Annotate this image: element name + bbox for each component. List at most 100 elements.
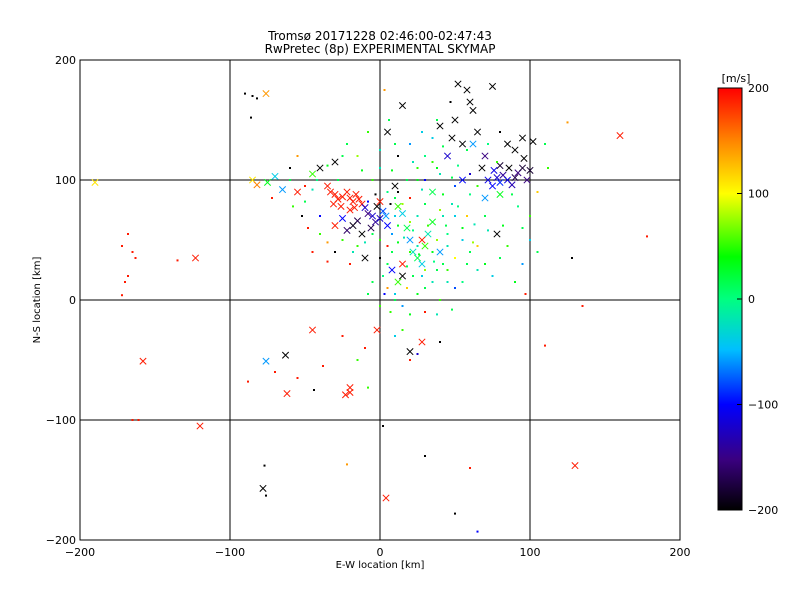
data-point-dot bbox=[401, 329, 404, 331]
data-point-dot bbox=[469, 173, 471, 175]
data-point-x bbox=[571, 462, 579, 470]
data-point-dot bbox=[409, 251, 411, 253]
data-point-x bbox=[196, 422, 204, 430]
data-point-x bbox=[398, 260, 407, 268]
data-point-x bbox=[278, 186, 287, 194]
data-point-dot bbox=[424, 311, 426, 313]
data-point-x bbox=[436, 122, 444, 130]
data-point-dot bbox=[389, 203, 392, 205]
data-point-x bbox=[428, 188, 437, 196]
data-point-x bbox=[454, 80, 462, 88]
data-point-dot bbox=[386, 263, 389, 265]
data-point-dot bbox=[397, 224, 399, 227]
data-point-dot bbox=[356, 155, 359, 157]
data-point-dot bbox=[536, 251, 539, 253]
data-point-x bbox=[484, 176, 492, 184]
data-point-dot bbox=[349, 263, 351, 265]
data-point-dot bbox=[461, 239, 464, 241]
data-point-x bbox=[368, 212, 377, 220]
data-point-dot bbox=[367, 200, 369, 203]
data-point-dot bbox=[476, 245, 479, 247]
data-point-x bbox=[511, 174, 519, 182]
data-point-x bbox=[191, 254, 200, 262]
data-point-dot bbox=[442, 215, 444, 217]
data-point-dot bbox=[439, 173, 441, 175]
data-point-dot bbox=[454, 257, 456, 259]
data-point-x bbox=[469, 106, 477, 114]
data-point-dot bbox=[424, 155, 426, 157]
data-point-x bbox=[488, 82, 497, 90]
data-point-x bbox=[346, 206, 354, 214]
data-point-dot bbox=[581, 305, 584, 307]
data-point-dot bbox=[406, 179, 408, 181]
data-point-dot bbox=[424, 455, 426, 457]
data-point-dot bbox=[265, 494, 267, 497]
data-point-dot bbox=[274, 371, 276, 373]
data-point-dot bbox=[484, 263, 486, 265]
data-point-x bbox=[448, 134, 456, 142]
data-point-dot bbox=[371, 281, 374, 283]
data-point-x bbox=[418, 236, 426, 244]
data-point-x bbox=[326, 188, 335, 196]
data-point-x bbox=[331, 158, 339, 166]
data-point-dot bbox=[454, 215, 456, 217]
data-point-x bbox=[421, 242, 429, 250]
data-point-dot bbox=[391, 169, 393, 172]
data-point-dot bbox=[356, 245, 359, 247]
data-point-dot bbox=[250, 116, 252, 119]
data-point-dot bbox=[394, 143, 396, 145]
data-point-x bbox=[398, 210, 407, 218]
data-point-dot bbox=[388, 119, 390, 121]
data-point-dot bbox=[436, 239, 438, 241]
data-point-dot bbox=[256, 97, 258, 100]
data-point-dot bbox=[307, 227, 309, 229]
data-point-x bbox=[338, 214, 347, 222]
data-point-dot bbox=[454, 185, 456, 187]
data-point-x bbox=[308, 326, 317, 334]
data-point-dot bbox=[131, 419, 134, 421]
data-point-x bbox=[376, 214, 384, 222]
data-point-dot bbox=[391, 251, 393, 253]
data-point-dot bbox=[386, 287, 389, 289]
data-point-dot bbox=[451, 308, 453, 311]
data-point-dot bbox=[263, 464, 266, 467]
data-point-dot bbox=[364, 347, 366, 349]
data-point-x bbox=[253, 181, 261, 189]
data-point-x bbox=[346, 384, 354, 392]
data-point-dot bbox=[511, 193, 513, 196]
grid-lines bbox=[80, 60, 680, 540]
data-point-x bbox=[406, 236, 414, 244]
data-point-dot bbox=[379, 239, 381, 241]
x-tick-label: 0 bbox=[377, 546, 384, 559]
data-point-dot bbox=[449, 101, 452, 103]
data-point-dot bbox=[394, 293, 396, 295]
data-point-dot bbox=[406, 265, 408, 268]
data-point-x bbox=[394, 202, 402, 210]
data-point-dot bbox=[502, 224, 504, 227]
data-point-x bbox=[505, 164, 513, 172]
data-point-dot bbox=[469, 193, 471, 196]
data-point-dot bbox=[247, 380, 249, 383]
data-point-x bbox=[418, 260, 426, 268]
data-point-x bbox=[496, 162, 504, 170]
data-point-x bbox=[518, 164, 527, 172]
data-point-x bbox=[373, 326, 381, 334]
data-point-x bbox=[383, 222, 392, 230]
data-point-dot bbox=[244, 92, 246, 95]
data-point-dot bbox=[472, 241, 474, 244]
x-tick-label: 200 bbox=[670, 546, 691, 559]
data-point-x bbox=[403, 224, 411, 232]
data-point-x bbox=[373, 202, 381, 210]
data-point-dot bbox=[341, 239, 344, 241]
data-point-dot bbox=[424, 287, 426, 289]
data-point-dot bbox=[346, 143, 348, 145]
data-point-dot bbox=[445, 224, 447, 227]
data-point-dot bbox=[379, 305, 381, 307]
data-point-x bbox=[352, 190, 360, 198]
data-point-dot bbox=[431, 137, 434, 139]
x-tick-label: −200 bbox=[65, 546, 95, 559]
data-point-x bbox=[490, 166, 498, 174]
data-point-x bbox=[478, 164, 486, 172]
data-point-x bbox=[259, 484, 267, 492]
data-point-dot bbox=[424, 179, 426, 181]
